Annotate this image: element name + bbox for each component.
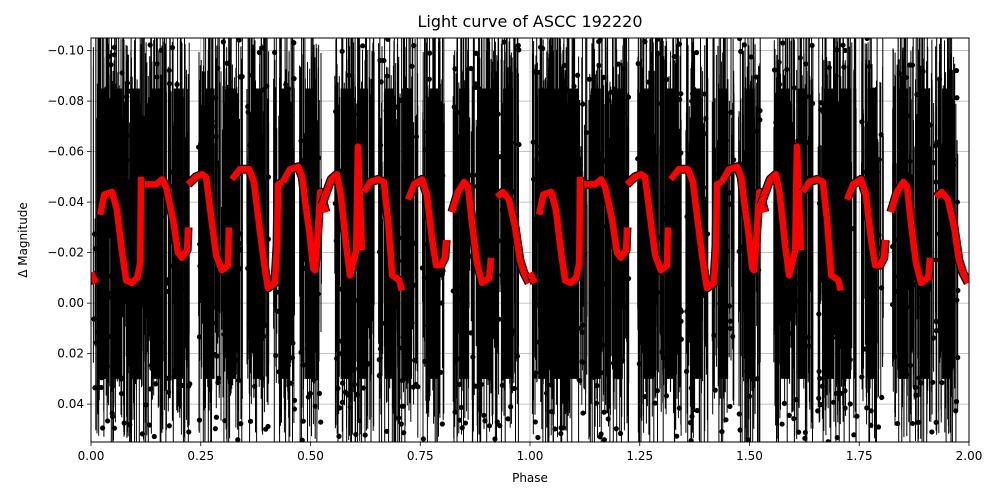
y-tick-label: −0.10 [47,44,84,58]
x-tick-label: 1.50 [736,449,763,463]
y-tick-label: −0.08 [47,94,84,108]
x-tick-label: 2.00 [956,449,983,463]
x-tick-label: 0.50 [297,449,324,463]
x-axis-ticks: 0.00 0.25 0.50 0.75 1.00 1.25 1.50 1.75 2.00 [78,442,983,463]
model-fit-curve [91,142,969,293]
y-tick-label: −0.04 [47,195,84,209]
chart-title: Light curve of ASCC 192220 [417,12,643,31]
y-tick-label: −0.06 [47,145,84,159]
y-axis-ticks: −0.10 −0.08 −0.06 −0.04 −0.02 0.00 0.02 0.04 [47,44,91,411]
x-tick-label: 0.75 [407,449,434,463]
y-tick-label: −0.02 [47,246,84,260]
x-tick-label: 0.00 [78,449,105,463]
y-tick-label: 0.00 [57,296,84,310]
y-tick-label: 0.04 [57,397,84,411]
y-axis-label: Δ Magnitude [16,202,30,278]
x-tick-label: 1.00 [517,449,544,463]
x-tick-label: 1.75 [846,449,873,463]
y-tick-label: 0.02 [57,347,84,361]
x-tick-label: 0.25 [187,449,214,463]
x-axis-label: Phase [512,471,548,485]
x-tick-label: 1.25 [626,449,653,463]
